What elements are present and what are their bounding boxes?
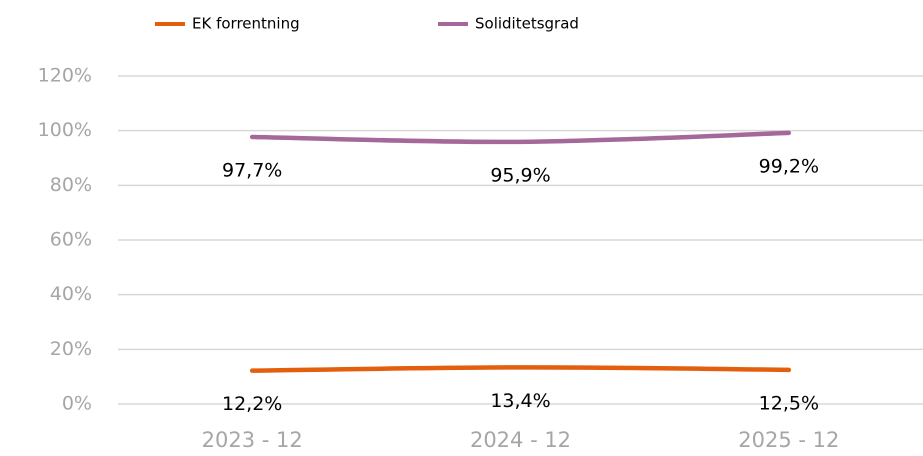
series-line [249, 130, 792, 145]
y-tick-label: 0% [62, 393, 92, 415]
x-tick-label: 2023 - 12 [202, 428, 303, 452]
y-tick-label: 20% [50, 338, 92, 360]
series-line [249, 365, 792, 373]
legend-label: Soliditetsgrad [475, 15, 579, 33]
data-label: 12,2% [222, 393, 282, 415]
data-label: 99,2% [759, 155, 819, 177]
y-tick-label: 100% [38, 119, 92, 141]
y-tick-label: 40% [50, 283, 92, 305]
x-tick-label: 2025 - 12 [738, 428, 839, 452]
x-tick-label: 2024 - 12 [470, 428, 571, 452]
data-label: 13,4% [490, 390, 550, 412]
data-label: 95,9% [490, 164, 550, 186]
data-label: 12,5% [759, 392, 819, 414]
y-tick-label: 80% [50, 174, 92, 196]
legend-label: EK forrentning [192, 15, 300, 33]
data-label: 97,7% [222, 159, 282, 181]
y-tick-label: 120% [38, 65, 92, 87]
y-tick-label: 60% [50, 229, 92, 251]
